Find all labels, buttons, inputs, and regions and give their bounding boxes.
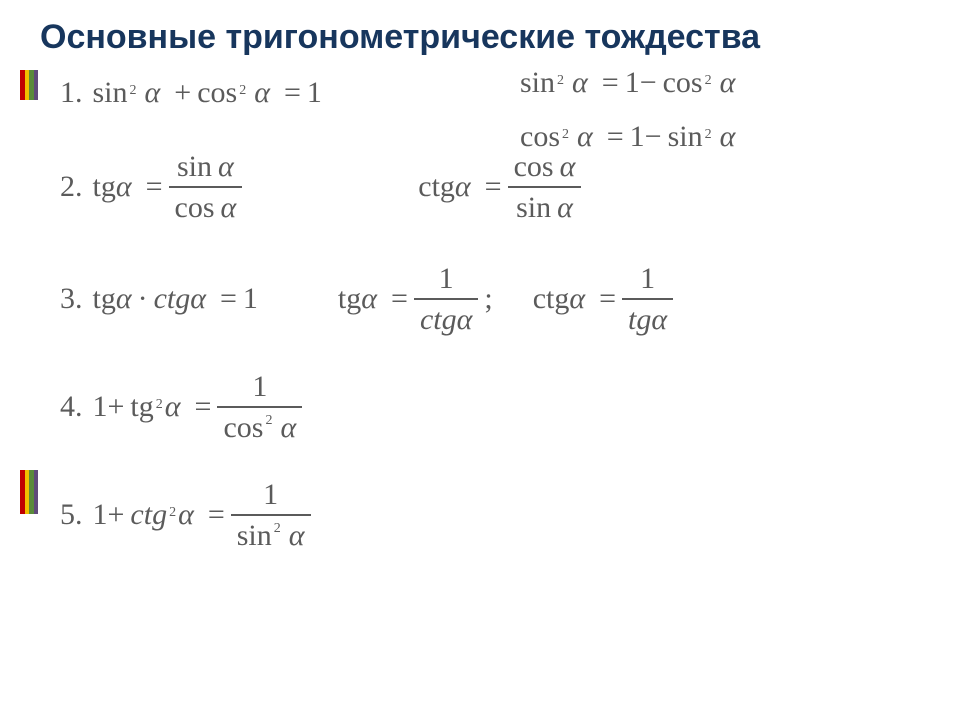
formula-sec2: 1+ tg2α = 1 cos2α [93,367,309,447]
side-formulas: sin2α =1− cos2α cos2α =1− sin2α [520,66,940,174]
formula-ctg-recip: ctgα = 1 tgα [533,259,679,339]
formula-tg-ctg-product: tgα · ctgα =1 [93,281,258,317]
formula-csc2: 1+ ctg2α = 1 sin2α [93,475,317,555]
formula-pythagorean: sin2α + cos2α =1 [93,75,322,111]
formula-cos2: cos2α =1− sin2α [520,120,735,154]
formula-sin2: sin2α =1− cos2α [520,66,735,100]
item-number: 3. [60,281,83,317]
formula-tg-recip: tgα = 1 ctgα ; [338,259,493,339]
formula-tg: tgα = sinα cosα [93,147,249,227]
item-number: 1. [60,75,83,111]
accent-bar-top [20,70,38,100]
item-number: 2. [60,169,83,205]
accent-bar-mid [20,470,38,514]
page-title: Основные тригонометрические тождества [0,0,960,75]
item-number: 5. [60,497,83,533]
item-number: 4. [60,389,83,425]
